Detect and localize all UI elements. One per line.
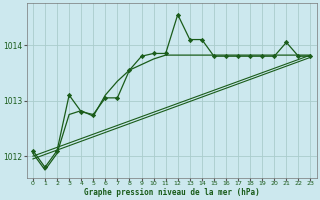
- X-axis label: Graphe pression niveau de la mer (hPa): Graphe pression niveau de la mer (hPa): [84, 188, 260, 197]
